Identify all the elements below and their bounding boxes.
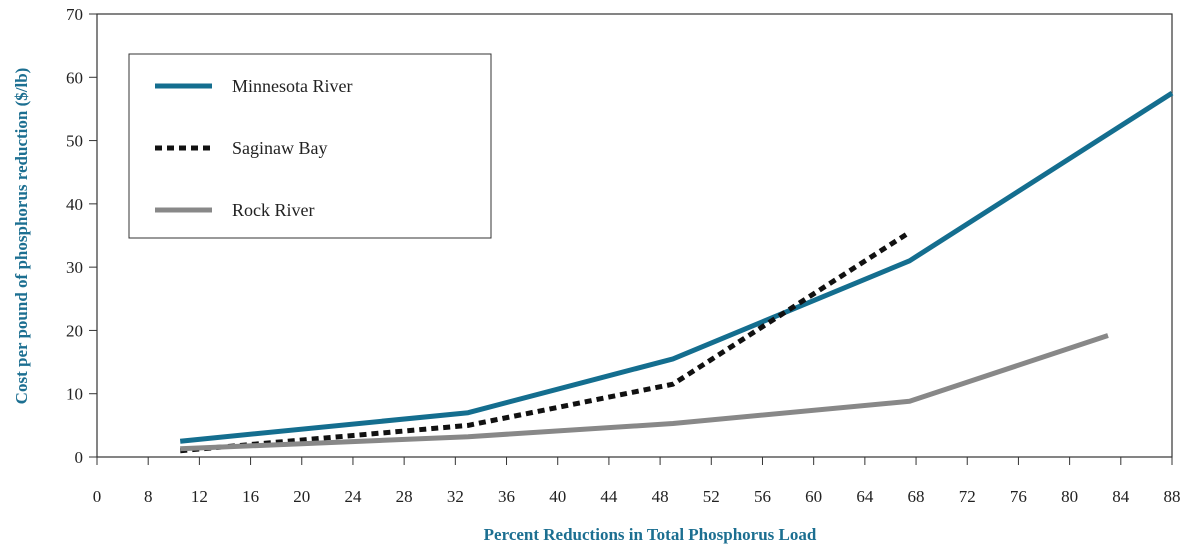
y-tick-label: 10: [66, 385, 83, 404]
x-tick-label: 20: [293, 487, 310, 506]
legend: Minnesota River Saginaw Bay Rock River: [128, 53, 492, 239]
y-tick-label: 50: [66, 132, 83, 151]
x-axis-ticks: 0 8 12 16 20 24 28 32 36 40 44 48 52 56 60 64 68 72 76 80 84…: [93, 457, 1181, 506]
legend-label-rock-river: Rock River: [232, 200, 315, 220]
y-tick-label: 20: [66, 321, 83, 340]
x-tick-label: 68: [908, 487, 925, 506]
x-tick-label: 24: [344, 487, 362, 506]
plot-area-border: [96, 13, 1173, 458]
x-tick-label: 44: [600, 487, 618, 506]
legend-label-minnesota-river: Minnesota River: [232, 76, 352, 96]
x-tick-label: 64: [856, 487, 874, 506]
x-tick-label: 80: [1061, 487, 1078, 506]
x-tick-label: 32: [447, 487, 464, 506]
x-tick-label: 56: [754, 487, 771, 506]
x-tick-label: 28: [396, 487, 413, 506]
x-tick-label: 16: [242, 487, 259, 506]
y-tick-label: 0: [75, 448, 84, 467]
y-tick-label: 40: [66, 195, 83, 214]
y-axis-ticks: 0 10 20 30 40 50 60 70: [66, 5, 97, 467]
x-axis-title: Percent Reductions in Total Phosphorus L…: [484, 525, 817, 544]
y-tick-label: 60: [66, 68, 83, 87]
x-tick-label: 72: [959, 487, 976, 506]
x-tick-label: 88: [1164, 487, 1181, 506]
x-tick-label: 8: [144, 487, 153, 506]
y-tick-label: 30: [66, 258, 83, 277]
x-tick-label: 12: [191, 487, 208, 506]
series-line-saginaw-bay: [179, 230, 911, 454]
legend-box: [128, 53, 492, 239]
series-layer: [179, 90, 1174, 454]
x-tick-label: 36: [498, 487, 515, 506]
x-tick-label: 84: [1112, 487, 1130, 506]
x-tick-label: 52: [703, 487, 720, 506]
y-tick-label: 70: [66, 5, 83, 24]
series-line-rock-river: [180, 333, 1109, 452]
y-axis-title: Cost per pound of phosphorus reduction (…: [12, 68, 31, 405]
x-tick-label: 76: [1010, 487, 1027, 506]
plot-frame: [96, 13, 1173, 458]
x-tick-label: 40: [549, 487, 566, 506]
legend-label-saginaw-bay: Saginaw Bay: [232, 138, 327, 158]
x-tick-label: 0: [93, 487, 102, 506]
series-line-minnesota-river: [179, 90, 1174, 444]
x-tick-label: 48: [652, 487, 669, 506]
x-tick-label: 60: [805, 487, 822, 506]
